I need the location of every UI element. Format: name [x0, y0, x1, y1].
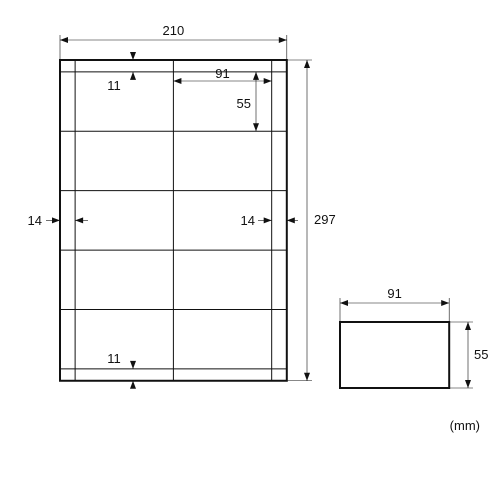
- card-outline: [340, 322, 449, 388]
- label-card-w: 91: [215, 66, 229, 81]
- label-m-bottom: 11: [107, 351, 121, 366]
- unit-label: (mm): [450, 418, 480, 433]
- label-m-right: 14: [241, 213, 255, 228]
- label-small-h: 55: [474, 347, 488, 362]
- label-small-w: 91: [387, 286, 401, 301]
- label-m-left: 14: [28, 213, 42, 228]
- label-paper-h: 297: [314, 212, 336, 227]
- label-m-top: 11: [107, 78, 121, 93]
- label-card-h: 55: [237, 96, 251, 111]
- label-paper-w: 210: [163, 23, 185, 38]
